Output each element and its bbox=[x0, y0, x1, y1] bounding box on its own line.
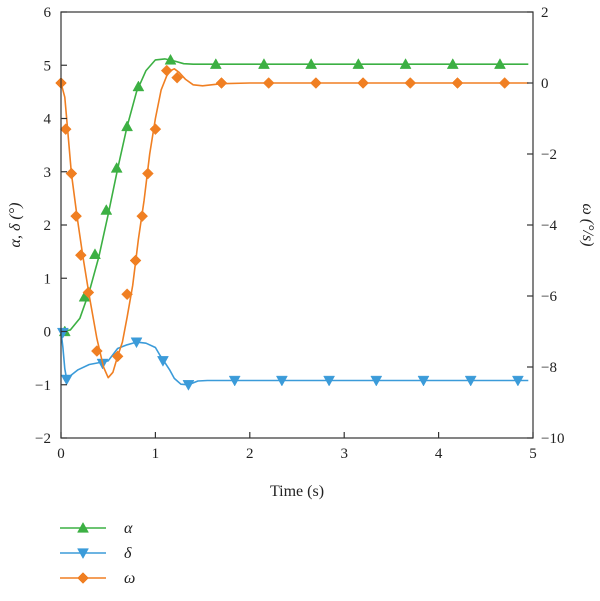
series-alpha-point bbox=[110, 162, 123, 173]
series-alpha-line bbox=[60, 58, 529, 333]
series-omega-point bbox=[74, 249, 87, 262]
y-right-tick-label: 0 bbox=[541, 76, 549, 92]
x-tick-label: 4 bbox=[435, 446, 443, 462]
y-right-tick-label: −8 bbox=[541, 360, 557, 376]
series-delta-point bbox=[182, 380, 195, 391]
series-delta-point bbox=[60, 374, 73, 386]
y-left-tick-label: 4 bbox=[44, 112, 52, 128]
series-delta-point bbox=[370, 375, 383, 387]
series-delta-point bbox=[130, 337, 143, 349]
legend-item-omega: ω bbox=[60, 570, 135, 587]
series-delta-point bbox=[228, 375, 241, 387]
series-alpha-point bbox=[132, 80, 145, 92]
legend-label-omega: ω bbox=[124, 570, 135, 587]
series-omega-point bbox=[262, 77, 275, 89]
series-delta-line bbox=[60, 331, 529, 386]
y-right-tick-label: −6 bbox=[541, 289, 557, 305]
x-tick-label: 1 bbox=[152, 446, 160, 462]
series-omega bbox=[55, 64, 529, 379]
series-alpha bbox=[58, 53, 529, 337]
series-alpha-point bbox=[121, 120, 134, 132]
series-omega-point bbox=[310, 77, 322, 89]
series-omega-point bbox=[141, 167, 154, 180]
series-omega-point bbox=[121, 288, 133, 301]
series-alpha-point bbox=[352, 58, 365, 69]
series-delta-point bbox=[56, 327, 69, 339]
series-alpha-point bbox=[446, 58, 459, 69]
x-tick-label: 0 bbox=[57, 446, 65, 462]
legend-swatch-marker bbox=[77, 548, 89, 560]
y-left-tick-label: 5 bbox=[44, 58, 52, 74]
y-axis-left-title: α, δ (°) bbox=[7, 203, 24, 248]
series-omega-point bbox=[70, 210, 82, 222]
series-alpha-point bbox=[399, 58, 412, 69]
series-delta-point bbox=[417, 375, 430, 387]
series-omega-point bbox=[160, 64, 173, 77]
series-omega-point bbox=[149, 123, 162, 136]
legend: αδω bbox=[60, 520, 135, 587]
x-tick-label: 2 bbox=[246, 446, 254, 462]
series-alpha-point bbox=[494, 58, 506, 69]
series-omega-point bbox=[451, 77, 464, 89]
series-delta-point bbox=[275, 375, 288, 387]
y-right-tick-label: −10 bbox=[541, 431, 564, 447]
series-omega-point bbox=[404, 77, 417, 89]
series-alpha-point bbox=[164, 53, 177, 65]
y-left-tick-label: −1 bbox=[35, 378, 51, 394]
y-left-tick-label: 2 bbox=[44, 218, 52, 234]
x-axis-title: Time (s) bbox=[270, 483, 324, 500]
series-omega-point bbox=[129, 254, 142, 267]
series-delta-point bbox=[511, 375, 524, 387]
y-right-tick-label: −2 bbox=[541, 147, 557, 163]
plot-frame bbox=[60, 11, 534, 439]
series-alpha-point bbox=[258, 58, 270, 69]
legend-swatch-marker bbox=[77, 572, 89, 584]
series-omega-point bbox=[111, 350, 124, 363]
series-delta-point bbox=[157, 356, 169, 367]
series-omega-point bbox=[357, 77, 369, 89]
series-omega-point bbox=[171, 71, 183, 84]
series-alpha-point bbox=[100, 204, 113, 215]
y-left-tick-label: −2 bbox=[35, 431, 51, 447]
series-omega-point bbox=[82, 286, 95, 299]
series-delta bbox=[56, 327, 529, 391]
series-delta-point bbox=[323, 375, 336, 387]
series-delta-point bbox=[464, 375, 477, 387]
series-omega-point bbox=[65, 167, 78, 180]
y-left-tick-label: 6 bbox=[44, 5, 52, 21]
series-omega-line bbox=[60, 68, 529, 379]
series-omega-point bbox=[91, 345, 103, 357]
legend-label-delta: δ bbox=[124, 545, 132, 562]
y-right-tick-label: 2 bbox=[541, 5, 549, 21]
y-left-tick-label: 1 bbox=[44, 271, 52, 287]
x-tick-label: 3 bbox=[340, 446, 348, 462]
legend-label-alpha: α bbox=[124, 520, 133, 537]
y-axis-right-title: ω (°/s) bbox=[579, 203, 596, 246]
series-omega-point bbox=[215, 77, 228, 89]
series-omega-point bbox=[59, 123, 72, 136]
legend-item-alpha: α bbox=[60, 520, 133, 537]
legend-item-delta: δ bbox=[60, 545, 132, 562]
x-tick-label: 5 bbox=[529, 446, 537, 462]
series-alpha-point bbox=[89, 248, 101, 259]
series-omega-point bbox=[498, 77, 511, 89]
legend-swatch-marker bbox=[77, 521, 89, 533]
series-alpha-point bbox=[305, 58, 318, 69]
series-alpha-point bbox=[209, 58, 222, 69]
plot-marks bbox=[55, 53, 529, 391]
y-right-tick-label: −4 bbox=[541, 218, 557, 234]
y-left-tick-label: 3 bbox=[44, 165, 52, 181]
series-omega-point bbox=[136, 210, 149, 222]
y-left-tick-label: 0 bbox=[44, 325, 52, 341]
